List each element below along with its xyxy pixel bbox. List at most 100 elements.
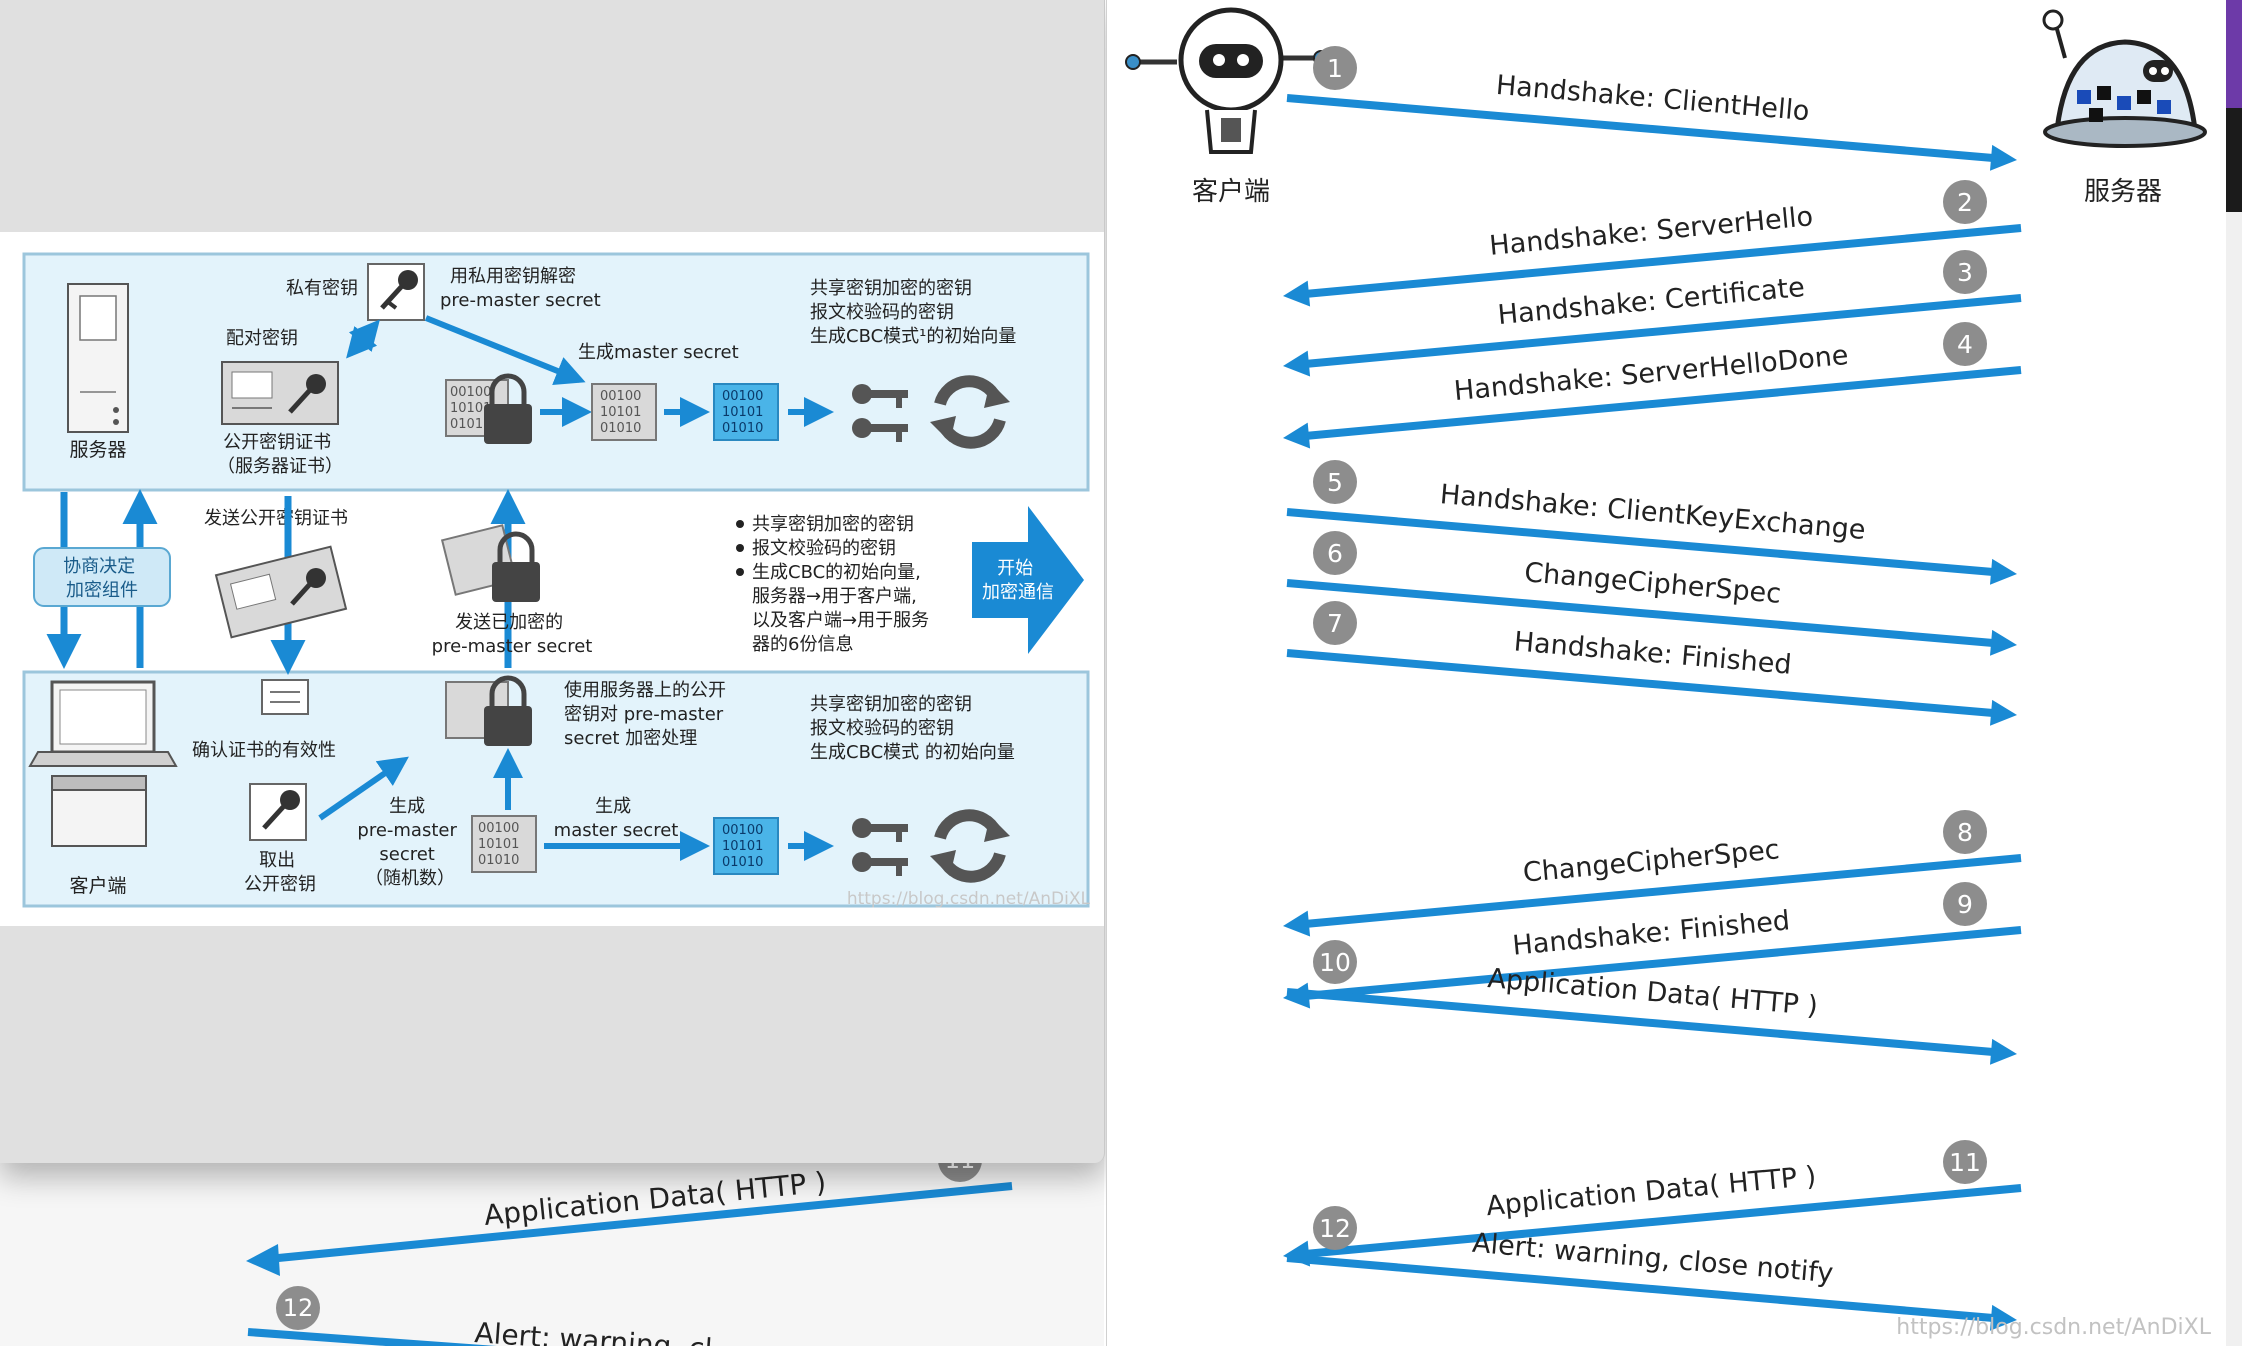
- send-encrypted-label: 发送已加密的 pre-master secret: [432, 612, 593, 657]
- arrow-line-3: [1300, 294, 2022, 369]
- private-key-label: 私有密钥: [286, 278, 358, 299]
- confirm-cert-icon: [261, 679, 309, 715]
- step-label-4: Handshake: ServerHelloDone: [1453, 340, 1850, 407]
- private-key-icon: [367, 263, 425, 321]
- step-badge-11: [1943, 1140, 1987, 1184]
- start-encryption-label: 开始 加密通信: [982, 558, 1054, 603]
- arrowhead-1: [1989, 144, 2017, 171]
- gen-master-client-label: 生成 master secret: [554, 796, 679, 841]
- step-badge-text-1: 1: [1327, 54, 1343, 83]
- server-premaster-block: 00100 10101 01010: [591, 383, 657, 441]
- client-label-right: 客户端: [1192, 177, 1270, 207]
- arrowhead-4: [1283, 422, 1311, 449]
- arrowhead-6: [1989, 629, 2017, 656]
- arrow-line-5: [1286, 508, 2000, 577]
- svg-text:00100 10101 01010: 00100 10101 01010: [722, 823, 768, 870]
- step-label-5: Handshake: ClientKeyExchange: [1439, 479, 1867, 546]
- background-sequence-fragment: 11 Application Data( HTTP ) 12 Alert: wa…: [246, 1138, 1013, 1346]
- step-badge-8: [1943, 810, 1987, 854]
- arrow-line-12: [1286, 1254, 2000, 1323]
- send-cert-label: 发送公开密钥证书: [204, 508, 348, 529]
- client-keys-icon: [852, 818, 908, 876]
- encrypt-with-pub-label: 使用服务器上的公开 密钥对 pre-master secret 加密处理: [564, 680, 732, 749]
- arrow-line-4: [1300, 366, 2022, 441]
- server-tower-icon: [67, 283, 129, 433]
- client-premaster-block: 00100 10101 01010: [471, 815, 537, 873]
- edge-dark-block: [2226, 108, 2242, 212]
- client-master-block: 00100 10101 01010: [713, 817, 779, 875]
- pair-key-arrow: [346, 319, 380, 359]
- server-lock-icon: [484, 373, 532, 444]
- step-badge-text-4: 4: [1957, 330, 1973, 359]
- pair-key-label: 配对密钥: [226, 328, 298, 349]
- client-window-icon: [51, 775, 147, 847]
- sent-encrypted-block: [440, 524, 540, 602]
- sequence-step-4: 4 Handshake: ServerHelloDone: [1283, 322, 2022, 449]
- edge-accent: [2226, 0, 2242, 108]
- bg-arrow-12: [247, 1328, 497, 1346]
- client-public-key-icon: [249, 783, 307, 841]
- decrypt-premaster-label: 用私用密钥解密 pre-master secret: [440, 266, 601, 311]
- start-encryption-arrow: [972, 506, 1084, 654]
- sequence-step-5: 5 Handshake: ClientKeyExchange: [1286, 460, 2017, 585]
- svg-text:共享密钥加密的密钥 报文校验码的密钥: 共享密钥加密的密钥 报文校验码的密钥 生成CBC的初始向量, 服务器→用于客户端…: [752, 514, 935, 655]
- arrowhead-5: [1989, 558, 2017, 585]
- step-badge-4: [1943, 322, 1987, 366]
- arrow-line-8: [1300, 854, 2022, 929]
- svg-text:00100 10101 01010: 00100 10101 01010: [450, 385, 496, 432]
- step-badge-text-5: 5: [1327, 468, 1343, 497]
- step-badge-text-11: 11: [1949, 1148, 1981, 1177]
- arrow-line-9: [1300, 926, 2022, 1001]
- sequence-watermark: https://blog.csdn.net/AnDiXL: [1896, 1315, 2211, 1340]
- bg-badge-12-text: 12: [283, 1294, 314, 1322]
- client-panel: [22, 670, 1090, 908]
- client-label: 客户端: [69, 875, 126, 897]
- confirm-cert-label: 确认证书的有效性: [192, 740, 336, 761]
- step-badge-1: [1313, 46, 1357, 90]
- step-badge-text-12: 12: [1319, 1214, 1351, 1243]
- server-refresh-icon: [930, 375, 1010, 449]
- server-shared-keys-label: 共享密钥加密的密钥 报文校验码的密钥 生成CBC模式¹的初始向量: [810, 278, 1016, 347]
- step-badge-2: [1943, 180, 1987, 224]
- arrow-line-6: [1286, 579, 2000, 648]
- svg-text:00100 10101 01010: 00100 10101 01010: [722, 389, 768, 436]
- step-badge-5: [1313, 460, 1357, 504]
- step-badge-3: [1943, 250, 1987, 294]
- decrypt-arrow: [424, 315, 586, 385]
- server-cert-label: 公开密钥证书 （服务器证书）: [217, 432, 343, 477]
- bg-badge-12: [276, 1286, 320, 1330]
- step-badge-10: [1313, 940, 1357, 984]
- server-keys-icon: [852, 384, 908, 442]
- arrowhead-12: [1989, 1304, 2017, 1331]
- arrow-line-10: [1286, 988, 2000, 1057]
- extract-to-generate-arrow: [318, 756, 409, 821]
- client-robot-icon: [1125, 7, 1329, 154]
- shared-info-bullets: 共享密钥加密的密钥 报文校验码的密钥 生成CBC的初始向量, 服务器→用于客户端…: [736, 514, 935, 655]
- step-badge-text-6: 6: [1327, 539, 1343, 568]
- step-badge-text-8: 8: [1957, 818, 1973, 847]
- step-badge-7: [1313, 601, 1357, 645]
- extract-pub-key-label: 取出 公开密钥: [244, 850, 316, 895]
- arrowhead-7: [1989, 699, 2017, 726]
- client-encrypted-block: [445, 675, 532, 746]
- step-badge-text-9: 9: [1957, 890, 1973, 919]
- server-label: 服务器: [69, 439, 126, 461]
- arrow-line-11: [1300, 1184, 2022, 1259]
- step-badge-text-2: 2: [1957, 188, 1973, 217]
- edge-strip: [2226, 0, 2242, 1346]
- svg-text:00100 10101 01010: 00100 10101 01010: [478, 821, 524, 868]
- bg-step-12: 12 Alert: warning, cl: [247, 1286, 713, 1346]
- key-exchange-diagram: 服务器 私有密钥 用私用密钥解密 pre-master secret 配对密钥 …: [0, 232, 1104, 926]
- tls-sequence-panel: 客户端 服务器 1 Handshake: ClientHello 2 Handshak…: [1106, 0, 2227, 1346]
- arrowhead-2: [1283, 280, 1311, 307]
- svg-text:00100 10101 01010: 00100 10101 01010: [600, 389, 646, 436]
- bg-arrowhead-11: [246, 1244, 280, 1276]
- client-shared-keys-label: 共享密钥加密的密钥 报文校验码的密钥 生成CBC模式 的初始向量: [810, 694, 1015, 763]
- laptop-icon: [28, 680, 178, 767]
- arrowhead-8: [1283, 910, 1311, 937]
- step-badge-text-3: 3: [1957, 258, 1973, 287]
